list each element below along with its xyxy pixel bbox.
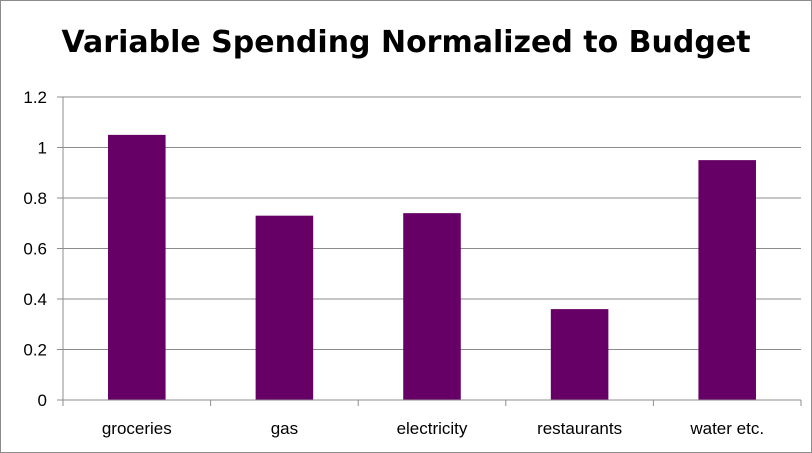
axis-labels: 0 0.2 0.4 0.6 0.8 1 1.2 groceries gas electricity… [23, 88, 764, 438]
bar-electricity [403, 213, 461, 400]
bar-water-etc [698, 160, 756, 400]
y-tick-label: 0 [38, 391, 47, 410]
chart-title: Variable Spending Normalized to Budget [61, 25, 751, 60]
y-tick-label: 0.6 [23, 240, 47, 259]
axes [57, 96, 802, 406]
y-tick-label: 0.8 [23, 189, 47, 208]
y-tick-label: 1 [38, 139, 47, 158]
x-category-label: gas [271, 419, 298, 438]
bar-groceries [108, 134, 166, 400]
x-category-label: restaurants [537, 419, 622, 438]
bars [108, 134, 756, 400]
y-tick-label: 0.4 [23, 290, 47, 309]
x-category-label: groceries [102, 419, 172, 438]
bar-gas [255, 215, 314, 400]
y-tick-label: 1.2 [23, 88, 47, 107]
x-category-label: electricity [397, 419, 468, 438]
y-tick-label: 0.2 [23, 341, 47, 360]
x-category-label: water etc. [689, 419, 764, 438]
bar-restaurants [550, 309, 609, 400]
